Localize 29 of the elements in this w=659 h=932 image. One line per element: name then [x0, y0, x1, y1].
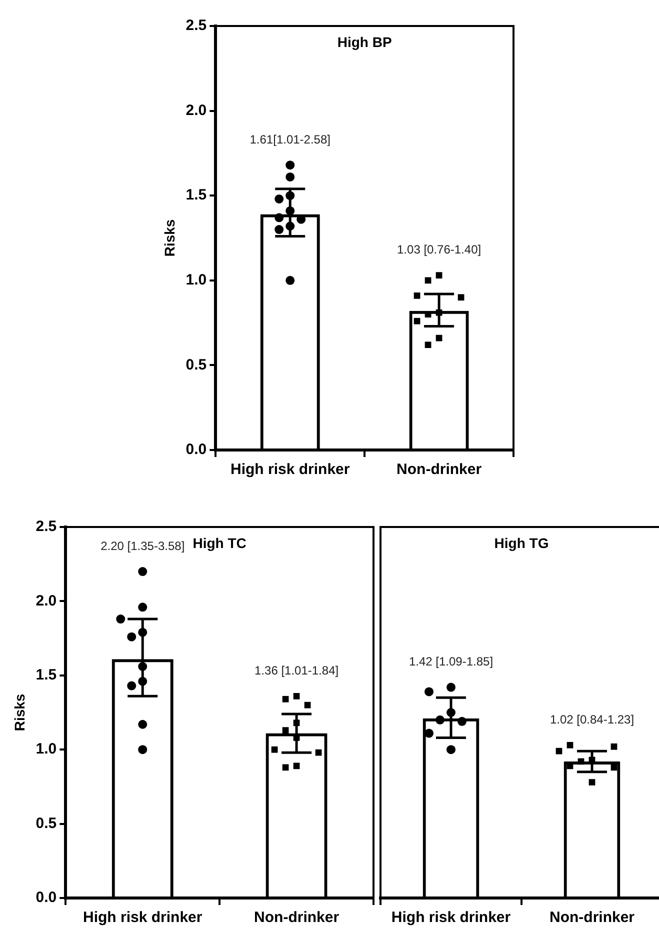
y-tick-label: 2.5 [186, 17, 207, 34]
y-axis-title: Risks [161, 219, 178, 257]
annotation: 1.61[1.01-2.58] [250, 132, 330, 146]
y-tick-label: 1.5 [186, 186, 207, 204]
annotation: 1.02 [0.84-1.23] [550, 712, 634, 726]
y-tick-label: 2.0 [36, 592, 57, 610]
x-tick-label: Non-drinker [549, 909, 635, 926]
annotation: 2.20 [1.35-3.58] [100, 538, 185, 553]
y-tick-label: 1.0 [36, 740, 57, 758]
y-tick-label: 0.5 [186, 356, 207, 374]
text: High TG [494, 534, 549, 551]
x-tick-label: High risk drinker [83, 909, 202, 926]
x-tick-label: Non-drinker [396, 461, 482, 478]
annotation: 1.03 [0.76-1.40] [397, 242, 482, 257]
x-tick-label: High risk drinker [391, 909, 511, 926]
y-axis-title: Risks [11, 694, 28, 732]
y-tick-label: 2.0 [186, 102, 207, 119]
y-tick-label: 0.5 [36, 814, 57, 832]
y-tick-label: 2.5 [36, 518, 57, 536]
y-tick-label: 1.0 [186, 272, 207, 289]
y-tick-label: 0.0 [186, 441, 207, 458]
annotation: 1.42 [1.09-1.85] [408, 654, 494, 669]
x-tick-label: Non-drinker [254, 909, 340, 926]
text: High TC [192, 534, 246, 551]
y-tick-label: 0.0 [36, 889, 57, 906]
y-tick-label: 1.5 [36, 666, 57, 684]
text: High BP [337, 34, 392, 50]
x-tick-label: High risk drinker [230, 461, 350, 478]
annotation: 1.36 [1.01-1.84] [254, 663, 339, 678]
